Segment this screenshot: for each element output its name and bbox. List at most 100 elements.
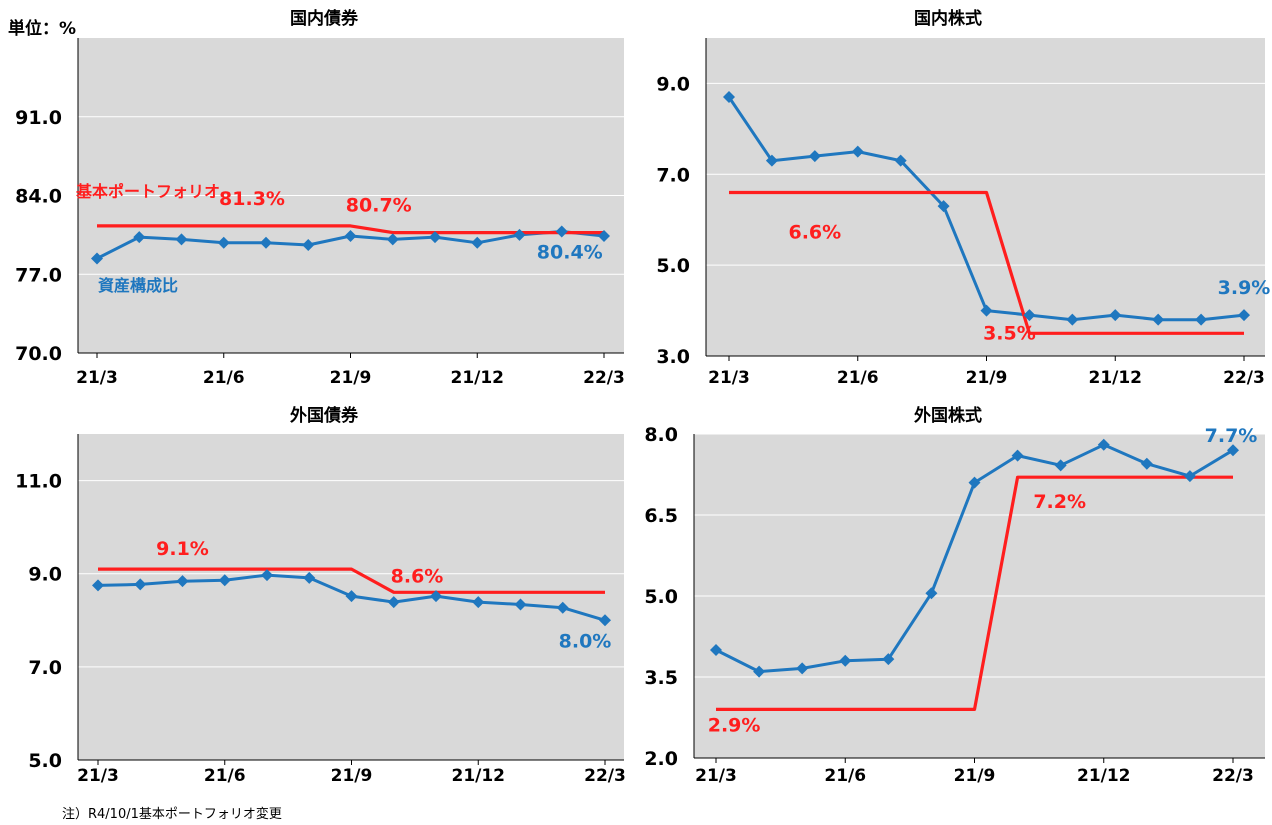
asset-data-label: 80.4% xyxy=(537,242,603,264)
asset-point xyxy=(176,575,189,588)
asset-point xyxy=(345,590,358,603)
asset-point xyxy=(1054,459,1067,472)
policy-series-line xyxy=(716,475,1233,712)
asset-point xyxy=(882,653,895,666)
asset-point xyxy=(472,596,485,609)
x-tick-label: 21/9 xyxy=(330,368,372,388)
asset-point xyxy=(92,579,104,592)
asset-point xyxy=(1238,309,1250,322)
x-tick-label: 22/3 xyxy=(583,368,625,388)
policy-series-line xyxy=(729,190,1244,335)
y-tick-label: 91.0 xyxy=(15,107,62,129)
y-tick-label: 9.0 xyxy=(656,73,690,95)
asset-point xyxy=(1227,444,1239,457)
asset-point xyxy=(1140,457,1153,470)
x-tick-labels: 21/3 21/6 21/9 21/12 22/3 xyxy=(76,353,625,388)
asset-point xyxy=(765,154,778,167)
asset-point xyxy=(968,476,981,489)
data-labels: 6.6% 3.5% 3.9% xyxy=(788,221,1270,344)
asset-point xyxy=(1097,438,1110,451)
asset-point xyxy=(808,150,821,163)
asset-point xyxy=(556,601,569,614)
asset-data-label: 7.7% xyxy=(1205,425,1258,447)
x-tick-labels: 21/3 21/6 21/9 21/12 22/3 xyxy=(708,356,1265,388)
data-labels: 81.3% 80.7% 80.4% xyxy=(219,188,603,264)
asset-point xyxy=(753,665,766,678)
asset-point xyxy=(386,233,399,246)
asset-point xyxy=(723,91,735,104)
x-tick-label: 21/6 xyxy=(837,368,879,388)
policy-data-label: 2.9% xyxy=(708,714,761,736)
y-tick-label: 7.0 xyxy=(28,657,62,679)
chart-title: 外国債券 xyxy=(290,405,359,426)
x-tick-label: 22/3 xyxy=(1223,368,1265,388)
asset-point xyxy=(430,590,442,603)
asset-point xyxy=(134,578,147,591)
asset-point xyxy=(937,200,950,213)
grid-lines xyxy=(78,480,624,668)
x-tick-label: 21/12 xyxy=(1077,766,1131,786)
y-tick-label: 5.0 xyxy=(28,750,62,772)
asset-point xyxy=(303,571,316,584)
asset-point xyxy=(599,614,611,627)
asset-point xyxy=(218,574,231,587)
x-tick-label: 21/12 xyxy=(450,368,504,388)
y-tick-labels: 3.0 5.0 7.0 9.0 xyxy=(656,73,690,368)
x-tick-label: 21/6 xyxy=(203,368,245,388)
data-labels: 2.9% 7.2% 7.7% xyxy=(708,425,1258,736)
x-tick-label: 21/9 xyxy=(966,368,1008,388)
asset-point xyxy=(894,154,907,167)
chart-title: 外国株式 xyxy=(914,405,982,426)
policy-data-label: 81.3% xyxy=(219,188,285,210)
y-tick-label: 8.0 xyxy=(644,424,678,446)
plot-area xyxy=(706,38,1265,356)
series-markers xyxy=(710,438,1239,678)
x-tick-label: 21/6 xyxy=(824,766,866,786)
asset-point xyxy=(980,304,993,317)
asset-data-label: 3.9% xyxy=(1218,277,1271,299)
policy-series-line xyxy=(98,567,605,594)
policy-data-label: 80.7% xyxy=(346,195,412,217)
asset-point xyxy=(260,236,272,249)
y-tick-label: 84.0 xyxy=(15,186,62,208)
x-tick-label: 21/3 xyxy=(77,766,119,786)
asset-point xyxy=(839,654,852,667)
asset-point xyxy=(429,231,441,244)
x-tick-label: 22/3 xyxy=(584,766,626,786)
x-tick-label: 21/3 xyxy=(708,368,750,388)
x-tick-labels: 21/3 21/6 21/9 21/12 22/3 xyxy=(77,760,626,786)
asset-point xyxy=(1066,313,1079,326)
y-tick-label: 2.0 xyxy=(644,748,678,770)
policy-data-label: 9.1% xyxy=(156,538,209,560)
y-tick-label: 11.0 xyxy=(15,471,62,493)
asset-point xyxy=(471,236,484,249)
y-tick-labels: 70.0 77.0 84.0 91.0 xyxy=(15,107,62,365)
footnote: 注）R4/10/1基本ポートフォリオ変更 xyxy=(62,806,282,822)
chart-panel-foreign-bonds: 外国債券 5.0 7.0 9.0 11.0 21/3 21/6 21/9 21/12 22/3… xyxy=(15,405,626,786)
series-markers xyxy=(91,225,610,265)
x-tick-label: 21/9 xyxy=(954,766,996,786)
asset-point xyxy=(302,239,315,251)
y-tick-label: 9.0 xyxy=(28,564,62,586)
y-tick-label: 6.5 xyxy=(644,505,678,527)
series-markers xyxy=(92,569,611,627)
policy-data-label: 7.2% xyxy=(1033,491,1086,513)
chart-panel-domestic-bonds: 国内債券 70.077.084.091.0 21/3 21/6 21/9 21/12 2… xyxy=(15,8,625,388)
x-tick-labels: 21/3 21/6 21/9 21/12 22/3 xyxy=(695,758,1254,786)
legend-policy-label: 基本ポートフォリオ xyxy=(75,182,220,201)
asset-point xyxy=(261,569,273,582)
policy-data-label: 6.6% xyxy=(788,221,841,243)
asset-point xyxy=(217,236,230,249)
chart-title: 国内株式 xyxy=(914,8,982,29)
asset-point xyxy=(851,145,864,158)
asset-point xyxy=(555,225,568,238)
x-tick-label: 21/6 xyxy=(204,766,246,786)
x-tick-label: 22/3 xyxy=(1212,766,1254,786)
unit-label: 単位：% xyxy=(8,18,76,39)
asset-point xyxy=(513,228,526,241)
x-tick-label: 21/12 xyxy=(451,766,505,786)
asset-point xyxy=(91,252,103,265)
asset-point xyxy=(1109,309,1122,322)
legend-asset-label: 資産構成比 xyxy=(98,276,178,295)
x-tick-label: 21/12 xyxy=(1088,368,1142,388)
